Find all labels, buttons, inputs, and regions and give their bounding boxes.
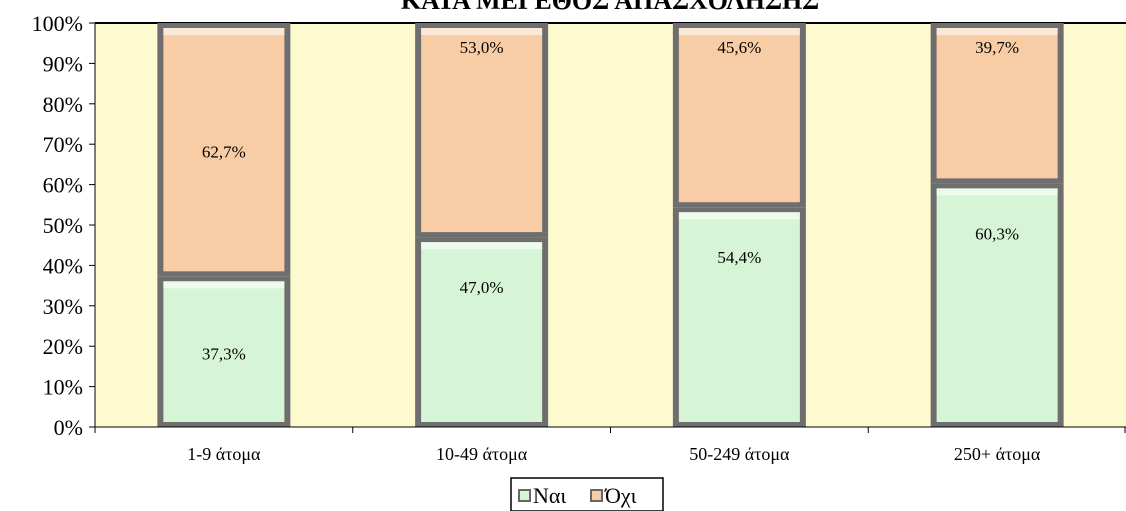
bar-fill bbox=[163, 281, 285, 422]
legend-label: Όχι bbox=[604, 483, 637, 508]
bar-fill bbox=[421, 242, 543, 422]
bar-fill bbox=[936, 28, 1058, 179]
x-tick-label: 250+ άτομα bbox=[954, 444, 1041, 464]
data-label: 47,0% bbox=[460, 278, 504, 297]
bar-segment-ochi bbox=[672, 23, 806, 208]
bar-highlight bbox=[678, 212, 800, 220]
data-label: 53,0% bbox=[460, 38, 504, 57]
bar-fill bbox=[678, 28, 800, 203]
bar-highlight bbox=[163, 28, 285, 35]
bar-segment-nai bbox=[157, 276, 291, 427]
bar-highlight bbox=[421, 28, 543, 35]
data-label: 39,7% bbox=[975, 38, 1019, 57]
bar-segment-ochi bbox=[930, 23, 1064, 184]
y-tick-label: 100% bbox=[32, 11, 83, 36]
bar-fill bbox=[163, 28, 285, 272]
bar-fill bbox=[421, 28, 543, 233]
y-tick-label: 0% bbox=[54, 415, 83, 440]
y-tick-label: 70% bbox=[43, 132, 83, 157]
bar-highlight bbox=[421, 242, 543, 250]
data-label: 54,4% bbox=[717, 248, 761, 267]
y-tick-label: 40% bbox=[43, 253, 83, 278]
y-tick-label: 20% bbox=[43, 334, 83, 359]
legend-swatch bbox=[518, 489, 531, 502]
data-label: 60,3% bbox=[975, 224, 1019, 243]
bar-highlight bbox=[936, 28, 1058, 35]
y-tick-label: 30% bbox=[43, 294, 83, 319]
chart-title: ΚΑΤΑ ΜΕΓΕΘΟΣ ΑΠΑΣΧΟΛΗΣΗΣ bbox=[401, 0, 819, 15]
bar-segment-nai bbox=[930, 183, 1064, 427]
legend-label: Ναι bbox=[533, 483, 566, 508]
legend: Ναι Όχι bbox=[510, 477, 664, 511]
bar-segment-nai bbox=[672, 207, 806, 427]
bar-highlight bbox=[936, 188, 1058, 196]
bar-highlight bbox=[163, 281, 285, 289]
data-label: 37,3% bbox=[202, 345, 246, 364]
bar-fill bbox=[936, 188, 1058, 422]
y-tick-label: 10% bbox=[43, 375, 83, 400]
x-tick-label: 50-249 άτομα bbox=[689, 444, 790, 464]
bar-segment-ochi bbox=[415, 23, 549, 238]
data-label: 45,6% bbox=[717, 38, 761, 57]
x-tick-label: 10-49 άτομα bbox=[436, 444, 528, 464]
plot-area: 0% 10% 20% 30% 40% 50% 60% 70% 80% 90% 100% 37,3% 62… bbox=[32, 11, 1126, 464]
x-tick-label: 1-9 άτομα bbox=[187, 444, 261, 464]
y-tick-label: 90% bbox=[43, 51, 83, 76]
legend-swatch bbox=[590, 489, 603, 502]
bar-segment-nai bbox=[415, 237, 549, 427]
y-tick-label: 60% bbox=[43, 173, 83, 198]
data-label: 62,7% bbox=[202, 143, 246, 162]
bar-fill bbox=[678, 212, 800, 422]
bar-segment-ochi bbox=[157, 23, 291, 277]
y-tick-label: 80% bbox=[43, 92, 83, 117]
y-tick-label: 50% bbox=[43, 213, 83, 238]
bar-highlight bbox=[678, 28, 800, 35]
legend-box bbox=[510, 477, 664, 511]
